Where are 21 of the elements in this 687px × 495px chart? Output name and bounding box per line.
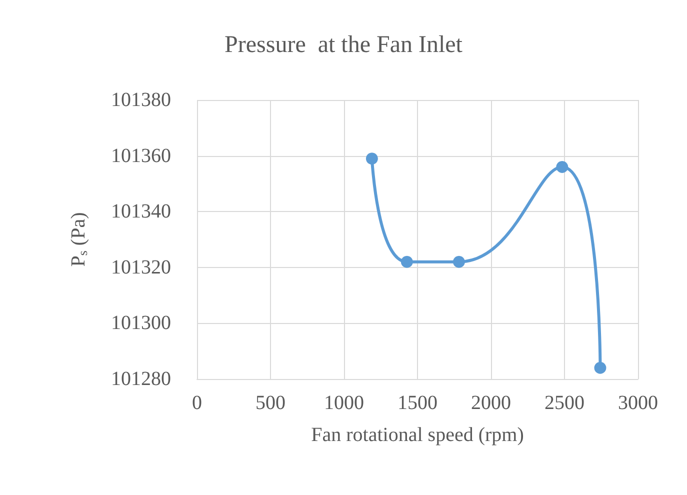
x-tick-label: 2000 [471, 392, 511, 414]
point [594, 362, 606, 374]
x-tick-label: 3000 [618, 392, 658, 414]
x-tick-label: 0 [192, 392, 202, 414]
point [400, 256, 413, 268]
y-tick-label: 101380 [111, 89, 171, 111]
point [556, 160, 568, 173]
x-tick-label: 1000 [324, 392, 364, 414]
y-tick-label: 101280 [111, 368, 171, 390]
x-tick-label: 500 [256, 392, 286, 414]
chart-title: Pressure at the Fan Inlet [224, 32, 463, 58]
y-tick-label: 101360 [111, 144, 171, 167]
y-tick-label: 101320 [111, 256, 171, 278]
point [366, 152, 378, 165]
point [452, 256, 465, 268]
y-tick-label: 101340 [111, 200, 171, 223]
x-tick-label: 1500 [398, 392, 438, 414]
x-axis-title: Fan rotational speed (rpm) [311, 424, 524, 446]
y-tick-label: 101300 [111, 312, 171, 334]
x-tick-label: 2500 [544, 392, 584, 414]
y-axis-title: Ps (Pa) [68, 212, 90, 267]
